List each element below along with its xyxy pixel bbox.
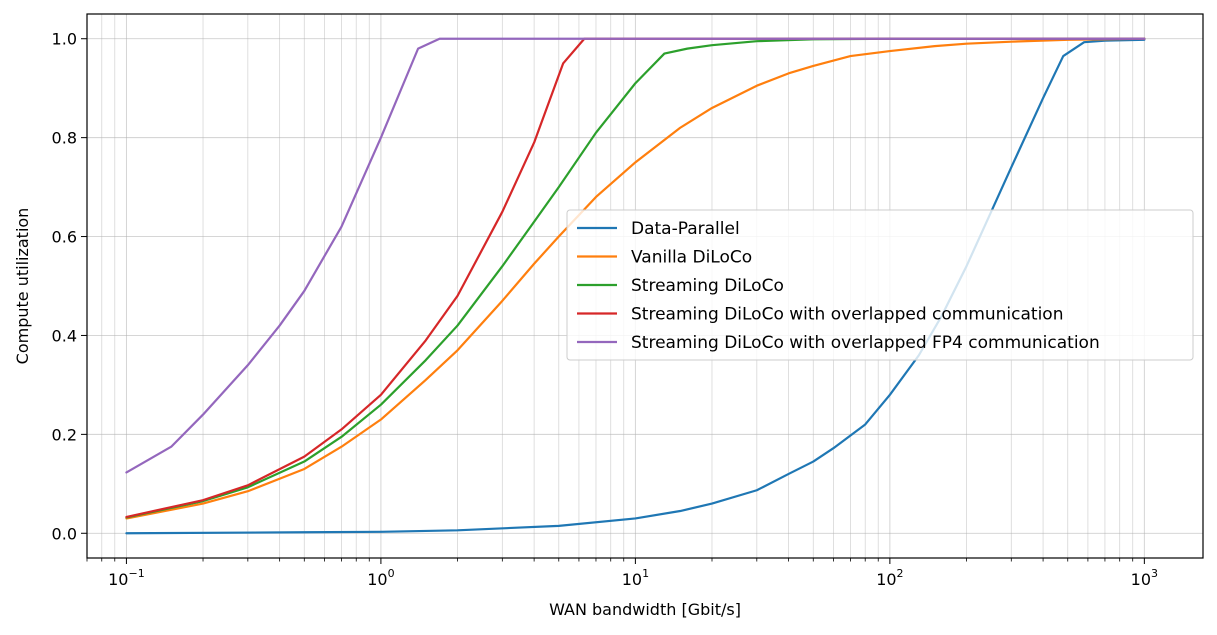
legend-label: Streaming DiLoCo [631,276,784,296]
series-layer [125,37,1146,535]
y-tick-label: 0.4 [52,326,77,345]
series-line-1 [125,38,1146,535]
legend-label: Data-Parallel [631,219,740,239]
plot-frame [86,13,1204,559]
y-tick-label: 0.8 [52,129,77,148]
tick-layer: 10−1 100 101 102 103 0.0 0.2 0.4 0.6 0.8 1.0 [52,30,1158,589]
series-line-5 [125,37,1146,474]
legend-label: Vanilla DiLoCo [631,248,752,268]
y-tick-label: 0.6 [52,228,77,247]
x-axis-label: WAN bandwidth [Gbit/s] [549,600,741,619]
x-tick-label: 100 [367,567,394,589]
legend-label: Streaming DiLoCo with overlapped FP4 com… [631,333,1100,353]
y-tick-label: 0.2 [52,425,77,444]
legend: Data-Parallel Vanilla DiLoCo Streaming DiL… [566,209,1194,361]
x-tick-label: 103 [1131,567,1158,589]
y-axis-label: Compute utilization [13,208,32,365]
x-tick-label: 10−1 [108,567,145,589]
series-line-3 [125,37,1146,519]
x-tick-label: 101 [622,567,649,589]
legend-label: Streaming DiLoCo with overlapped communi… [631,305,1064,325]
y-tick-label: 0.0 [52,524,77,543]
y-tick-label: 1.0 [52,30,77,49]
grid-layer [86,14,1203,558]
series-line-2 [125,37,1146,520]
x-tick-label: 102 [876,567,903,589]
legend-frame [566,209,1194,361]
